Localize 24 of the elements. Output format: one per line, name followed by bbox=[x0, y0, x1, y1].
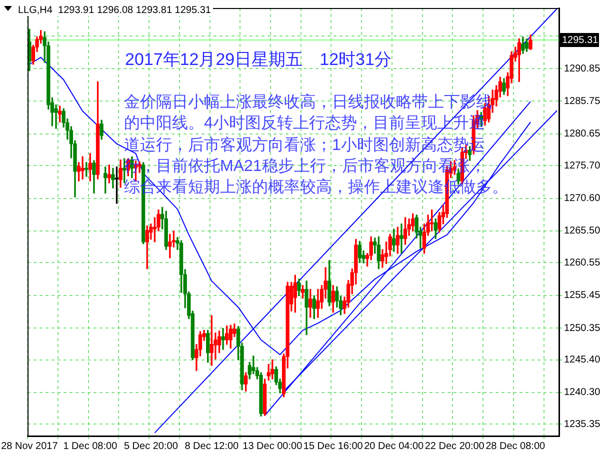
y-tick-label: 1245.40 bbox=[564, 354, 600, 366]
y-tick-label: 1285.75 bbox=[564, 96, 600, 107]
y-tick-label: 1270.60 bbox=[564, 193, 600, 204]
x-tick-label: 28 Dec 08:00 bbox=[486, 440, 546, 450]
annotation: LLG,H4 1293.91 1296.08 1293.81 1295.31 bbox=[16, 5, 213, 16]
y-tick-label: 1250.35 bbox=[564, 322, 600, 334]
annotation: 2017年12月29日星期五 12时31分 bbox=[125, 49, 392, 71]
y-tick-label: 1265.50 bbox=[564, 226, 600, 237]
x-tick-label: 5 Dec 20:00 bbox=[124, 440, 178, 450]
y-tick-label: 1275.70 bbox=[564, 160, 600, 172]
y-tick-label: 1235.35 bbox=[564, 418, 600, 430]
x-tick-label: 1 Dec 08:00 bbox=[63, 440, 118, 450]
y-tick-label: 1240.30 bbox=[564, 387, 600, 398]
x-tick-label: 22 Dec 20:00 bbox=[424, 440, 485, 450]
ref-line-label: 1295.31 bbox=[562, 35, 599, 46]
x-tick-label: 20 Dec 04:00 bbox=[364, 440, 424, 450]
y-tick-label: 1290.85 bbox=[564, 63, 600, 74]
x-tick-label: 13 Dec 00:00 bbox=[242, 440, 303, 450]
x-tick-label: 8 Dec 12:00 bbox=[184, 440, 240, 450]
y-tick-label: 1280.65 bbox=[564, 128, 600, 140]
x-tick-label: 28 Nov 2017 bbox=[1, 440, 58, 450]
x-tick-label: 15 Dec 16:00 bbox=[303, 440, 364, 450]
y-tick-label: 1260.55 bbox=[564, 257, 600, 268]
y-tick-label: 1255.45 bbox=[564, 290, 600, 302]
